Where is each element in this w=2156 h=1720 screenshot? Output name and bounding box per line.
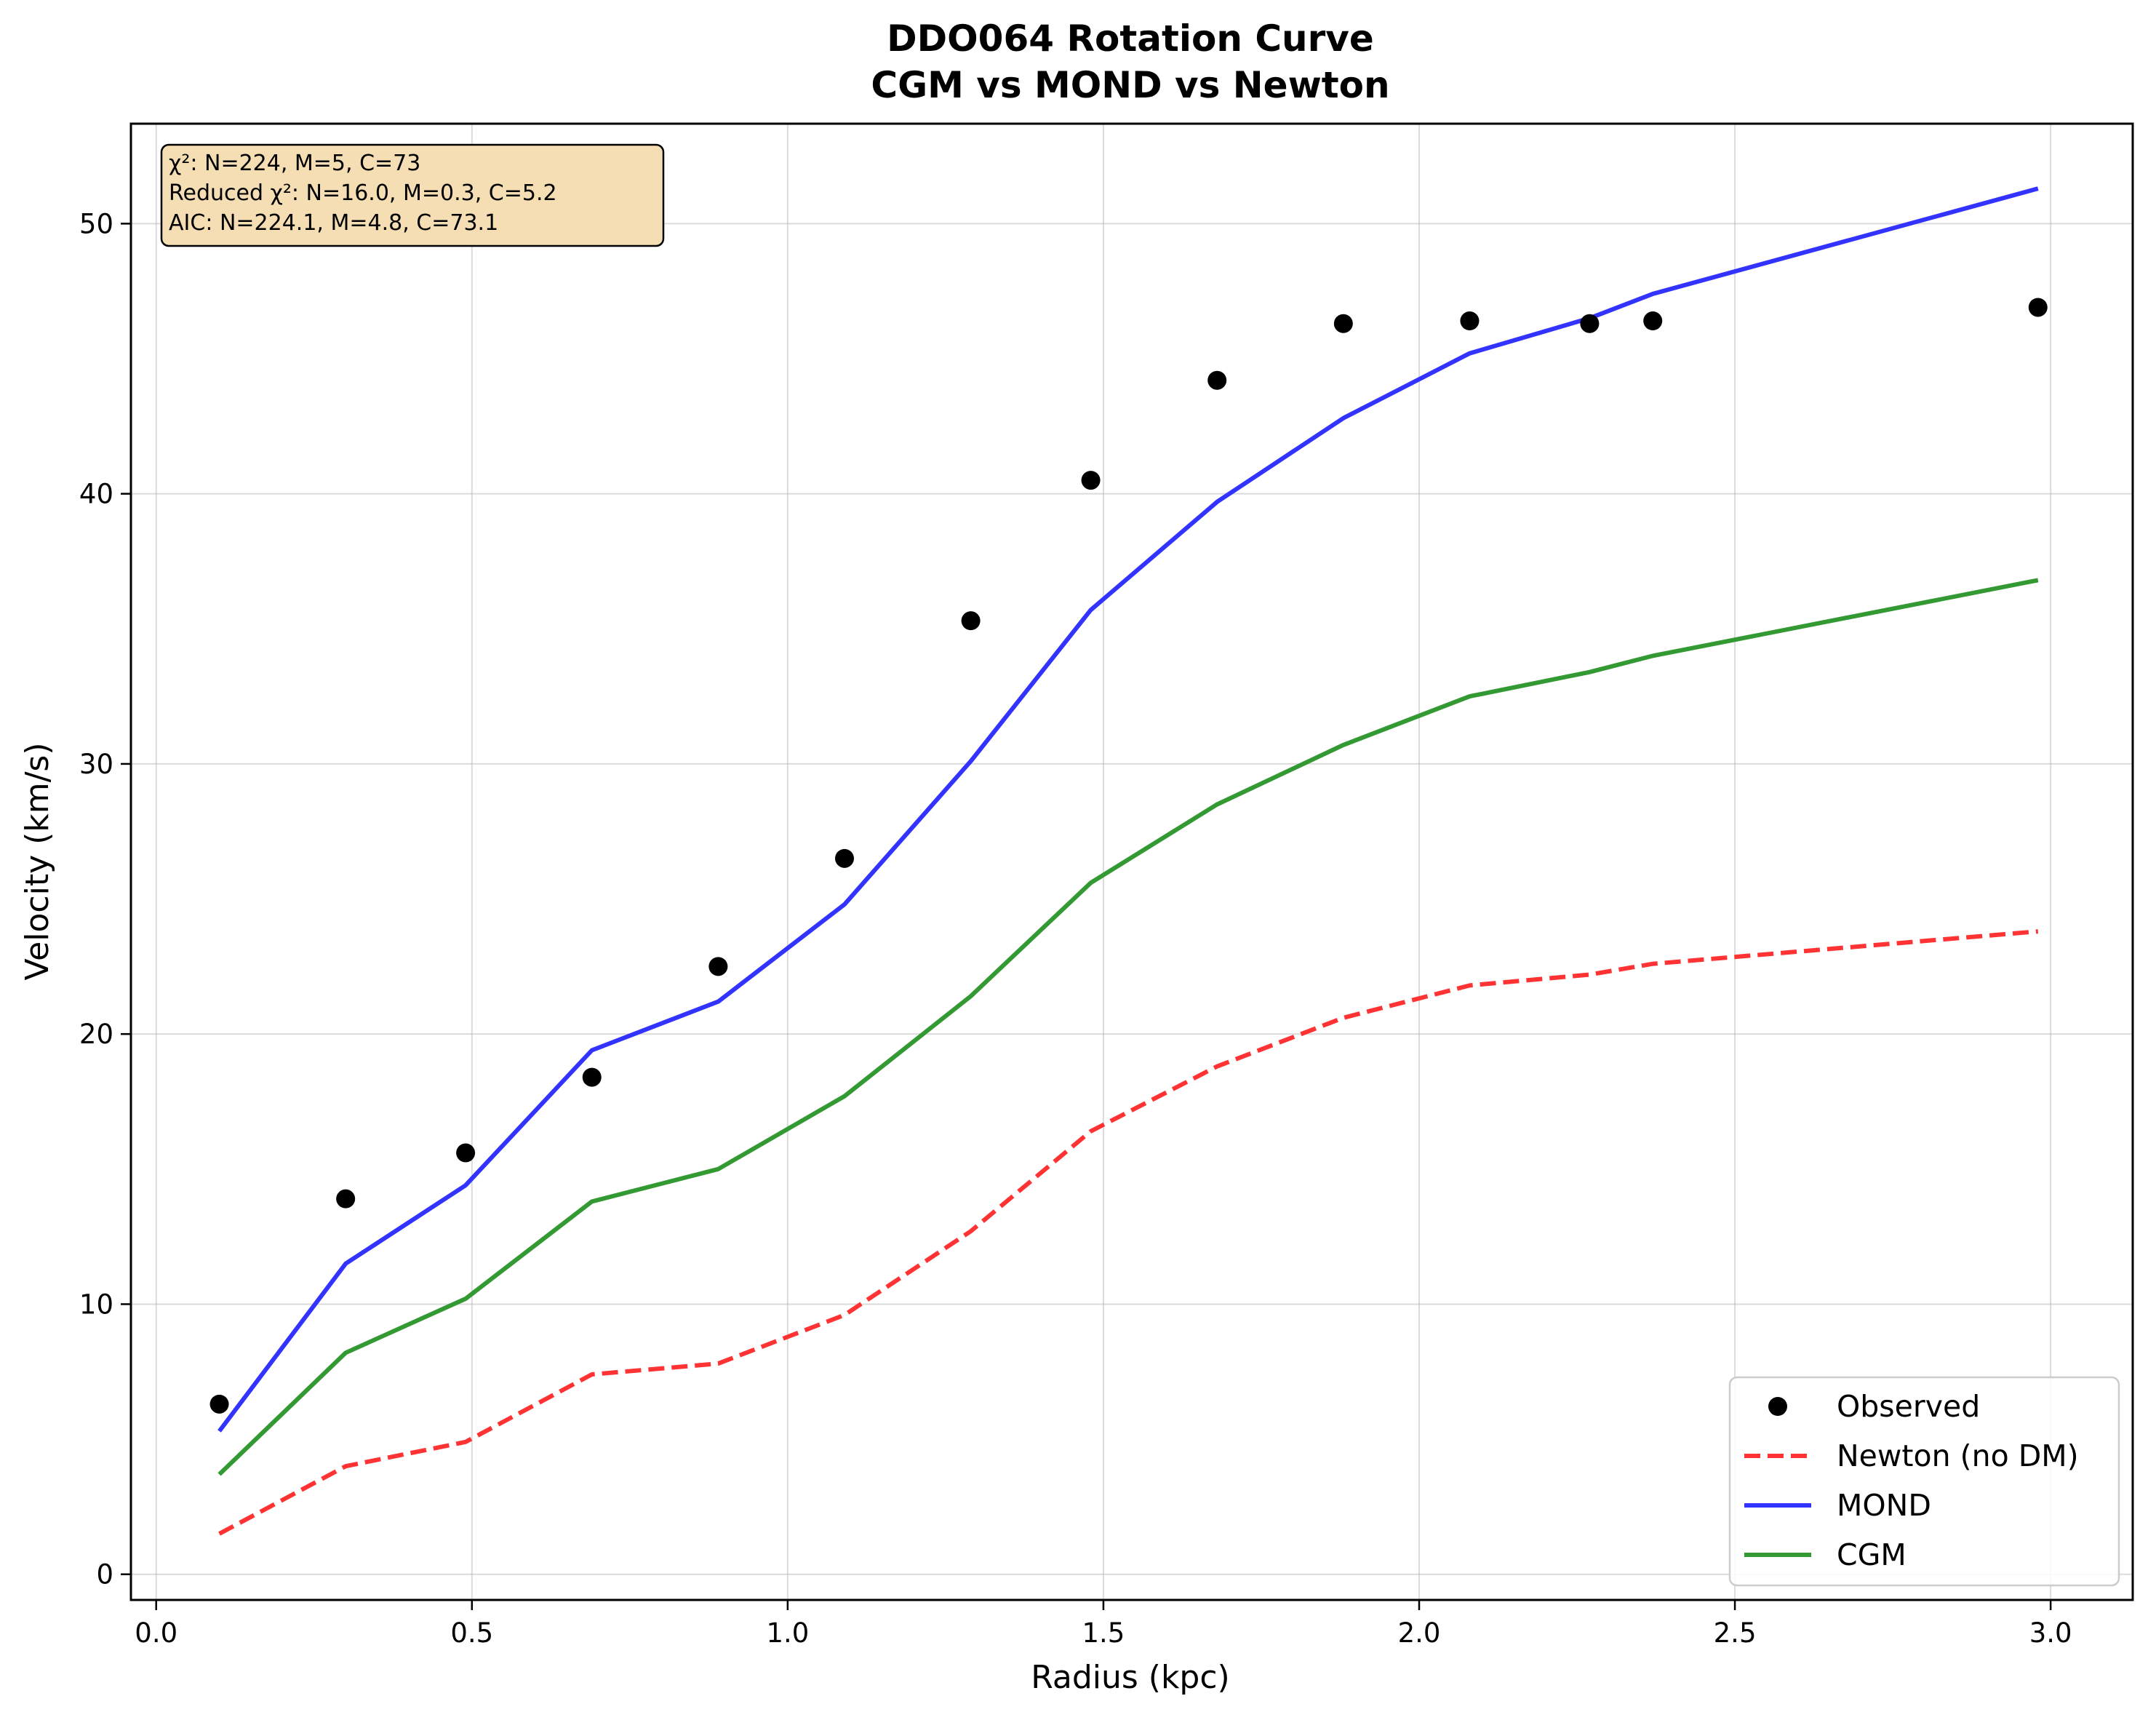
x-tick-label: 0.5 <box>450 1617 493 1649</box>
observed-point <box>1643 311 1663 331</box>
chart-title: DDO064 Rotation Curve <box>887 17 1374 60</box>
observed-point <box>1460 311 1480 331</box>
stats-box: χ²: N=224, M=5, C=73 Reduced χ²: N=16.0,… <box>160 143 665 247</box>
legend-label: Newton (no DM) <box>1837 1438 2079 1473</box>
observed-point <box>1207 370 1227 390</box>
x-tick-label: 0.0 <box>135 1617 177 1649</box>
x-tick-label: 2.5 <box>1714 1617 1757 1649</box>
y-tick-label: 40 <box>79 479 113 510</box>
observed-point <box>336 1189 356 1209</box>
observed-point <box>961 611 981 631</box>
y-tick-label: 30 <box>79 749 113 780</box>
series-layer <box>217 186 2039 1536</box>
series-line-mond <box>217 186 2039 1433</box>
stats-reduced-chi2: Reduced χ²: N=16.0, M=0.3, C=5.2 <box>169 180 557 206</box>
x-tick-label: 2.0 <box>1398 1617 1441 1649</box>
observed-point <box>209 1394 229 1414</box>
y-tick-label: 10 <box>79 1289 113 1320</box>
stats-aic: AIC: N=224.1, M=4.8, C=73.1 <box>169 210 498 236</box>
y-axis-label: Velocity (km/s) <box>19 742 56 980</box>
stats-chi2: χ²: N=224, M=5, C=73 <box>169 151 420 176</box>
legend-swatch-observed <box>1768 1397 1787 1416</box>
x-axis-ticks: 0.0 0.5 1.0 1.5 2.0 2.5 3.0 <box>135 1600 2072 1649</box>
series-line-newton-no-dm <box>218 929 2039 1536</box>
chart-subtitle: CGM vs MOND vs Newton <box>871 64 1389 106</box>
observed-point <box>1081 471 1101 490</box>
plot-frame <box>129 122 2134 1601</box>
observed-point <box>708 957 728 976</box>
observed-point <box>456 1143 476 1163</box>
y-tick-label: 50 <box>79 208 113 239</box>
observed-point <box>1580 314 1600 333</box>
observed-point <box>834 848 854 868</box>
legend-items: Observed Newton (no DM) MOND CGM <box>1744 1389 2079 1572</box>
observed-points <box>209 298 2048 1414</box>
y-tick-label: 20 <box>79 1019 113 1050</box>
x-axis-label: Radius (kpc) <box>1031 1659 1229 1696</box>
observed-point <box>582 1067 602 1087</box>
stats-box-background <box>160 143 665 247</box>
observed-point <box>1333 314 1353 333</box>
y-tick-label: 0 <box>96 1559 113 1590</box>
x-tick-label: 1.0 <box>766 1617 809 1649</box>
x-tick-label: 3.0 <box>2029 1617 2072 1649</box>
legend-label: Observed <box>1837 1389 1980 1424</box>
legend-label: CGM <box>1837 1537 1907 1572</box>
x-tick-label: 1.5 <box>1082 1617 1125 1649</box>
legend: Observed Newton (no DM) MOND CGM <box>1728 1376 2120 1587</box>
legend-box <box>1728 1376 2120 1587</box>
grid <box>131 124 2133 1600</box>
observed-point <box>2028 298 2048 317</box>
y-axis-ticks: 0 10 20 30 40 50 <box>79 208 131 1590</box>
legend-label: MOND <box>1837 1488 1931 1523</box>
series-line-cgm <box>217 578 2039 1476</box>
